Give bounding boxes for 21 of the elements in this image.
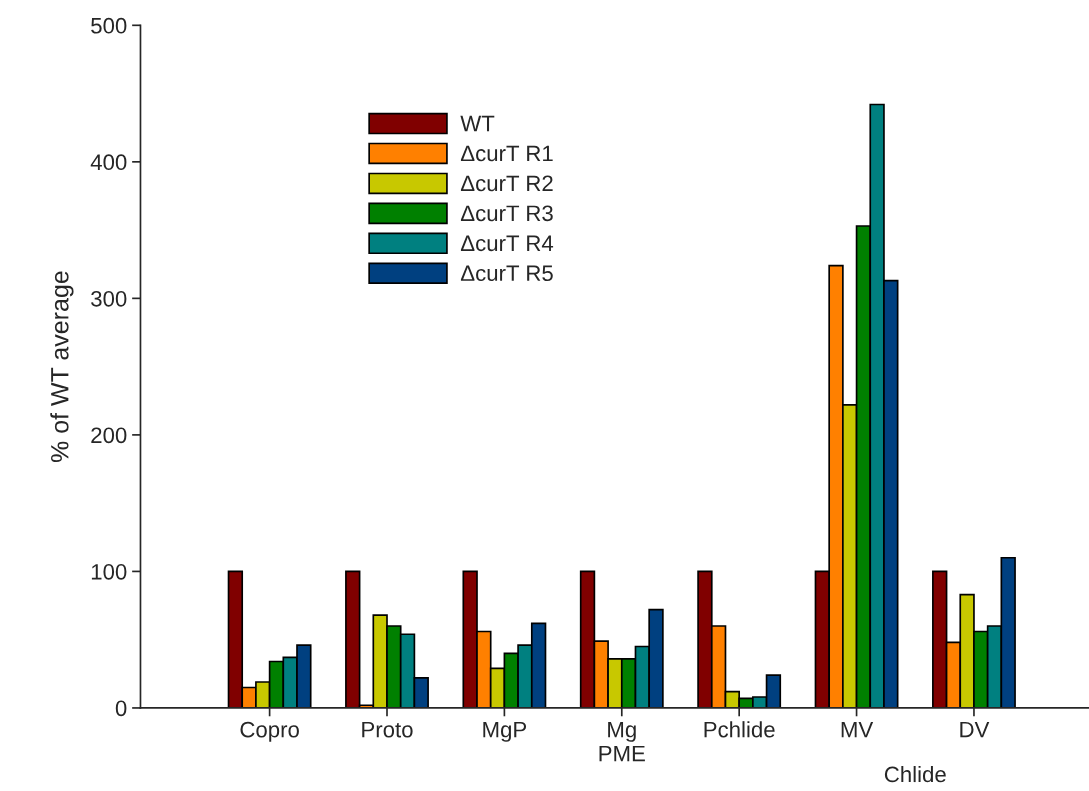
text: Chlide bbox=[884, 765, 946, 783]
y-tick-label: 300 bbox=[91, 290, 127, 307]
legend-label: WT bbox=[460, 115, 495, 132]
x-tick-label: Pchlide bbox=[704, 721, 775, 738]
y-tick-label: 0 bbox=[115, 700, 127, 717]
y-tick-label: 100 bbox=[91, 563, 127, 580]
x-tick-label: Copro bbox=[240, 721, 299, 742]
x-tick-label: Proto bbox=[362, 721, 413, 738]
legend-label: ΔcurT R2 bbox=[460, 175, 553, 192]
legend-label: ΔcurT R1 bbox=[460, 145, 553, 162]
x-tick-label: MgP bbox=[483, 721, 527, 742]
x-tick-label: MV bbox=[841, 721, 874, 738]
legend-label: ΔcurT R4 bbox=[460, 235, 554, 252]
y-tick-label: 400 bbox=[90, 154, 127, 171]
y-axis-title: % of WT average bbox=[50, 271, 74, 463]
y-tick-label: 200 bbox=[91, 427, 127, 444]
legend-label: ΔcurT R5 bbox=[460, 265, 553, 282]
y-tick-label: 500 bbox=[91, 17, 127, 34]
x-tick-label: Mg PME bbox=[599, 721, 645, 762]
legend-label: ΔcurT R3 bbox=[460, 205, 553, 222]
x-tick-label: DV bbox=[960, 721, 990, 738]
